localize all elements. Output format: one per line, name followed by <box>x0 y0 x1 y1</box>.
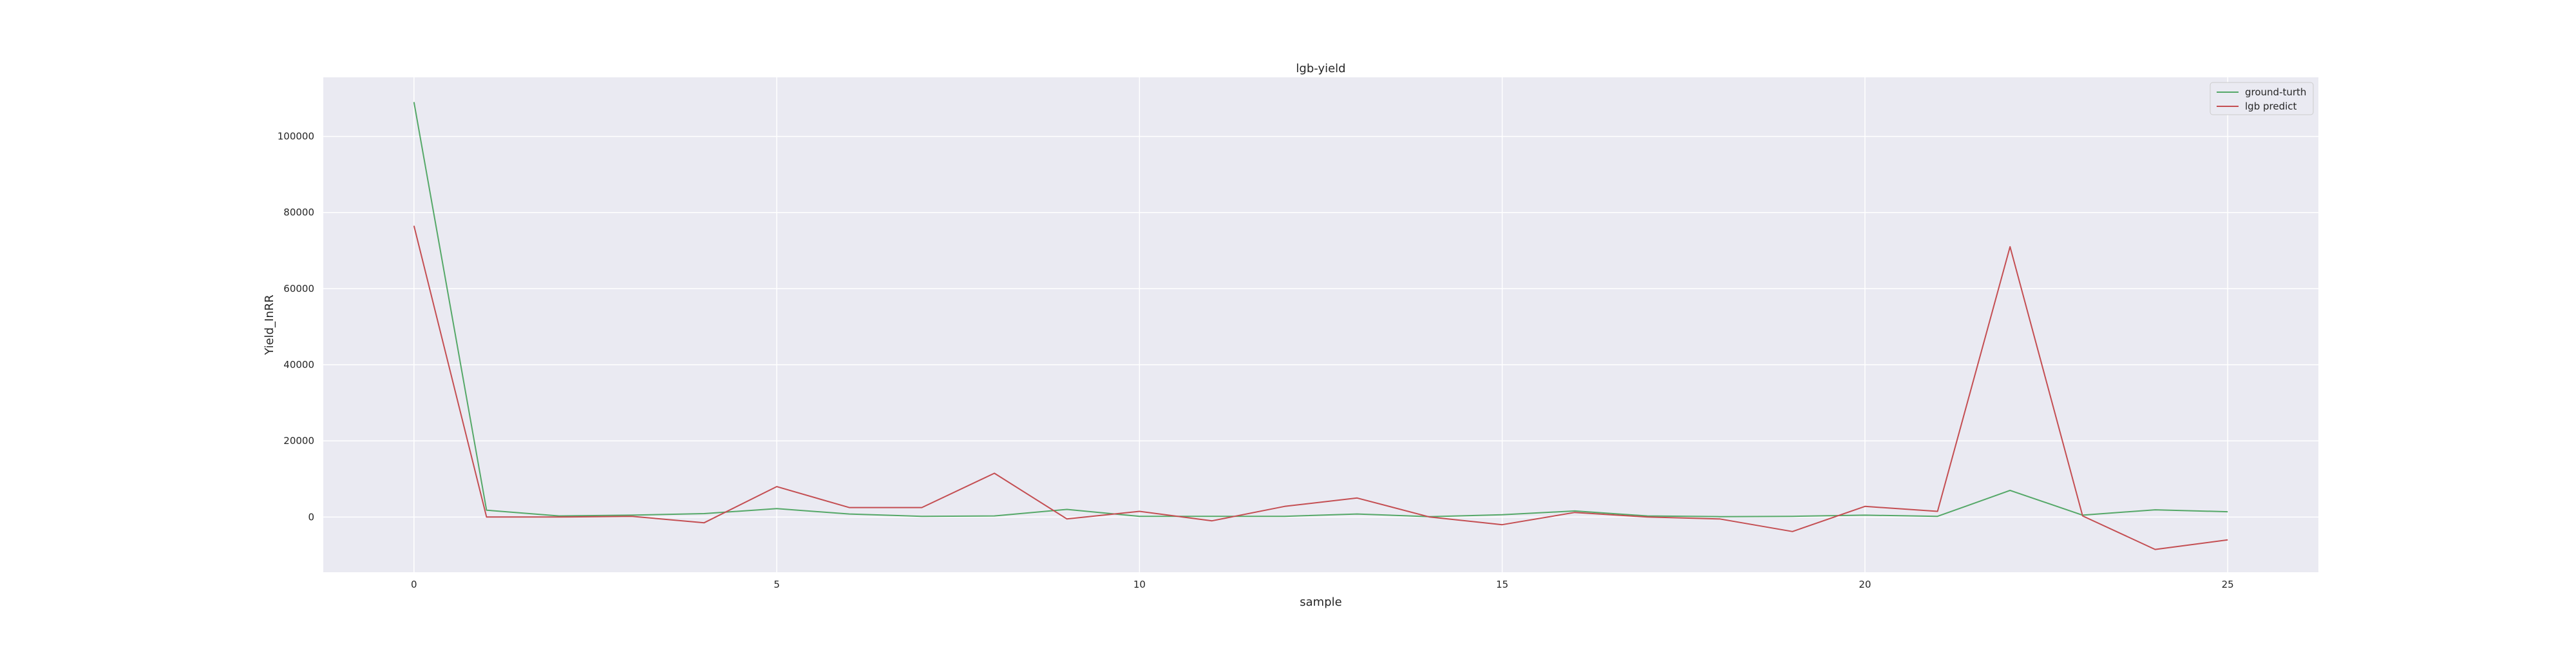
series-lines <box>413 102 2228 550</box>
y-tick-labels: 0 20000 40000 60000 80000 100000 <box>278 131 314 523</box>
y-tick-label: 0 <box>308 511 314 523</box>
y-axis-label: Yield_InRR <box>263 295 276 356</box>
x-tick-label: 25 <box>2222 579 2234 590</box>
y-tick-label: 60000 <box>283 283 314 295</box>
grid-lines <box>323 77 2318 572</box>
chart-title: lgb-yield <box>1296 62 1345 75</box>
x-tick-label: 0 <box>411 579 417 590</box>
legend-label: lgb predict <box>2245 101 2297 112</box>
plot-background <box>323 77 2318 572</box>
legend: ground-turth lgb predict <box>2210 82 2314 115</box>
legend-label: ground-turth <box>2245 86 2306 98</box>
series-line-lgb-predict <box>413 226 2228 550</box>
x-tick-label: 5 <box>773 579 780 590</box>
x-tick-label: 15 <box>1496 579 1508 590</box>
y-tick-label: 80000 <box>283 207 314 218</box>
x-tick-label: 20 <box>1859 579 1871 590</box>
y-tick-label: 100000 <box>278 131 314 142</box>
y-tick-label: 40000 <box>283 359 314 371</box>
x-axis-label: sample <box>1300 595 1341 609</box>
y-tick-label: 20000 <box>283 435 314 447</box>
x-tick-labels: 0 5 10 15 20 25 <box>411 579 2234 590</box>
x-tick-label: 10 <box>1133 579 1146 590</box>
series-line-ground-truth <box>413 102 2228 517</box>
